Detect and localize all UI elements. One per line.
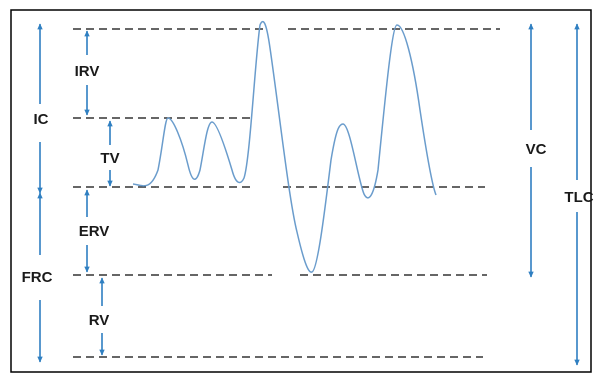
tv-label: TV	[100, 150, 119, 167]
tlc-label: TLC	[564, 189, 593, 206]
level-lines	[73, 28, 500, 358]
figure-border	[10, 9, 592, 373]
spirometry-trace	[132, 20, 437, 273]
irv-label: IRV	[75, 63, 100, 80]
rv-label: RV	[89, 312, 110, 329]
frc-label: FRC	[22, 269, 53, 286]
erv-label: ERV	[79, 223, 110, 240]
ic-label: IC	[34, 111, 49, 128]
vc-label: VC	[526, 141, 547, 158]
